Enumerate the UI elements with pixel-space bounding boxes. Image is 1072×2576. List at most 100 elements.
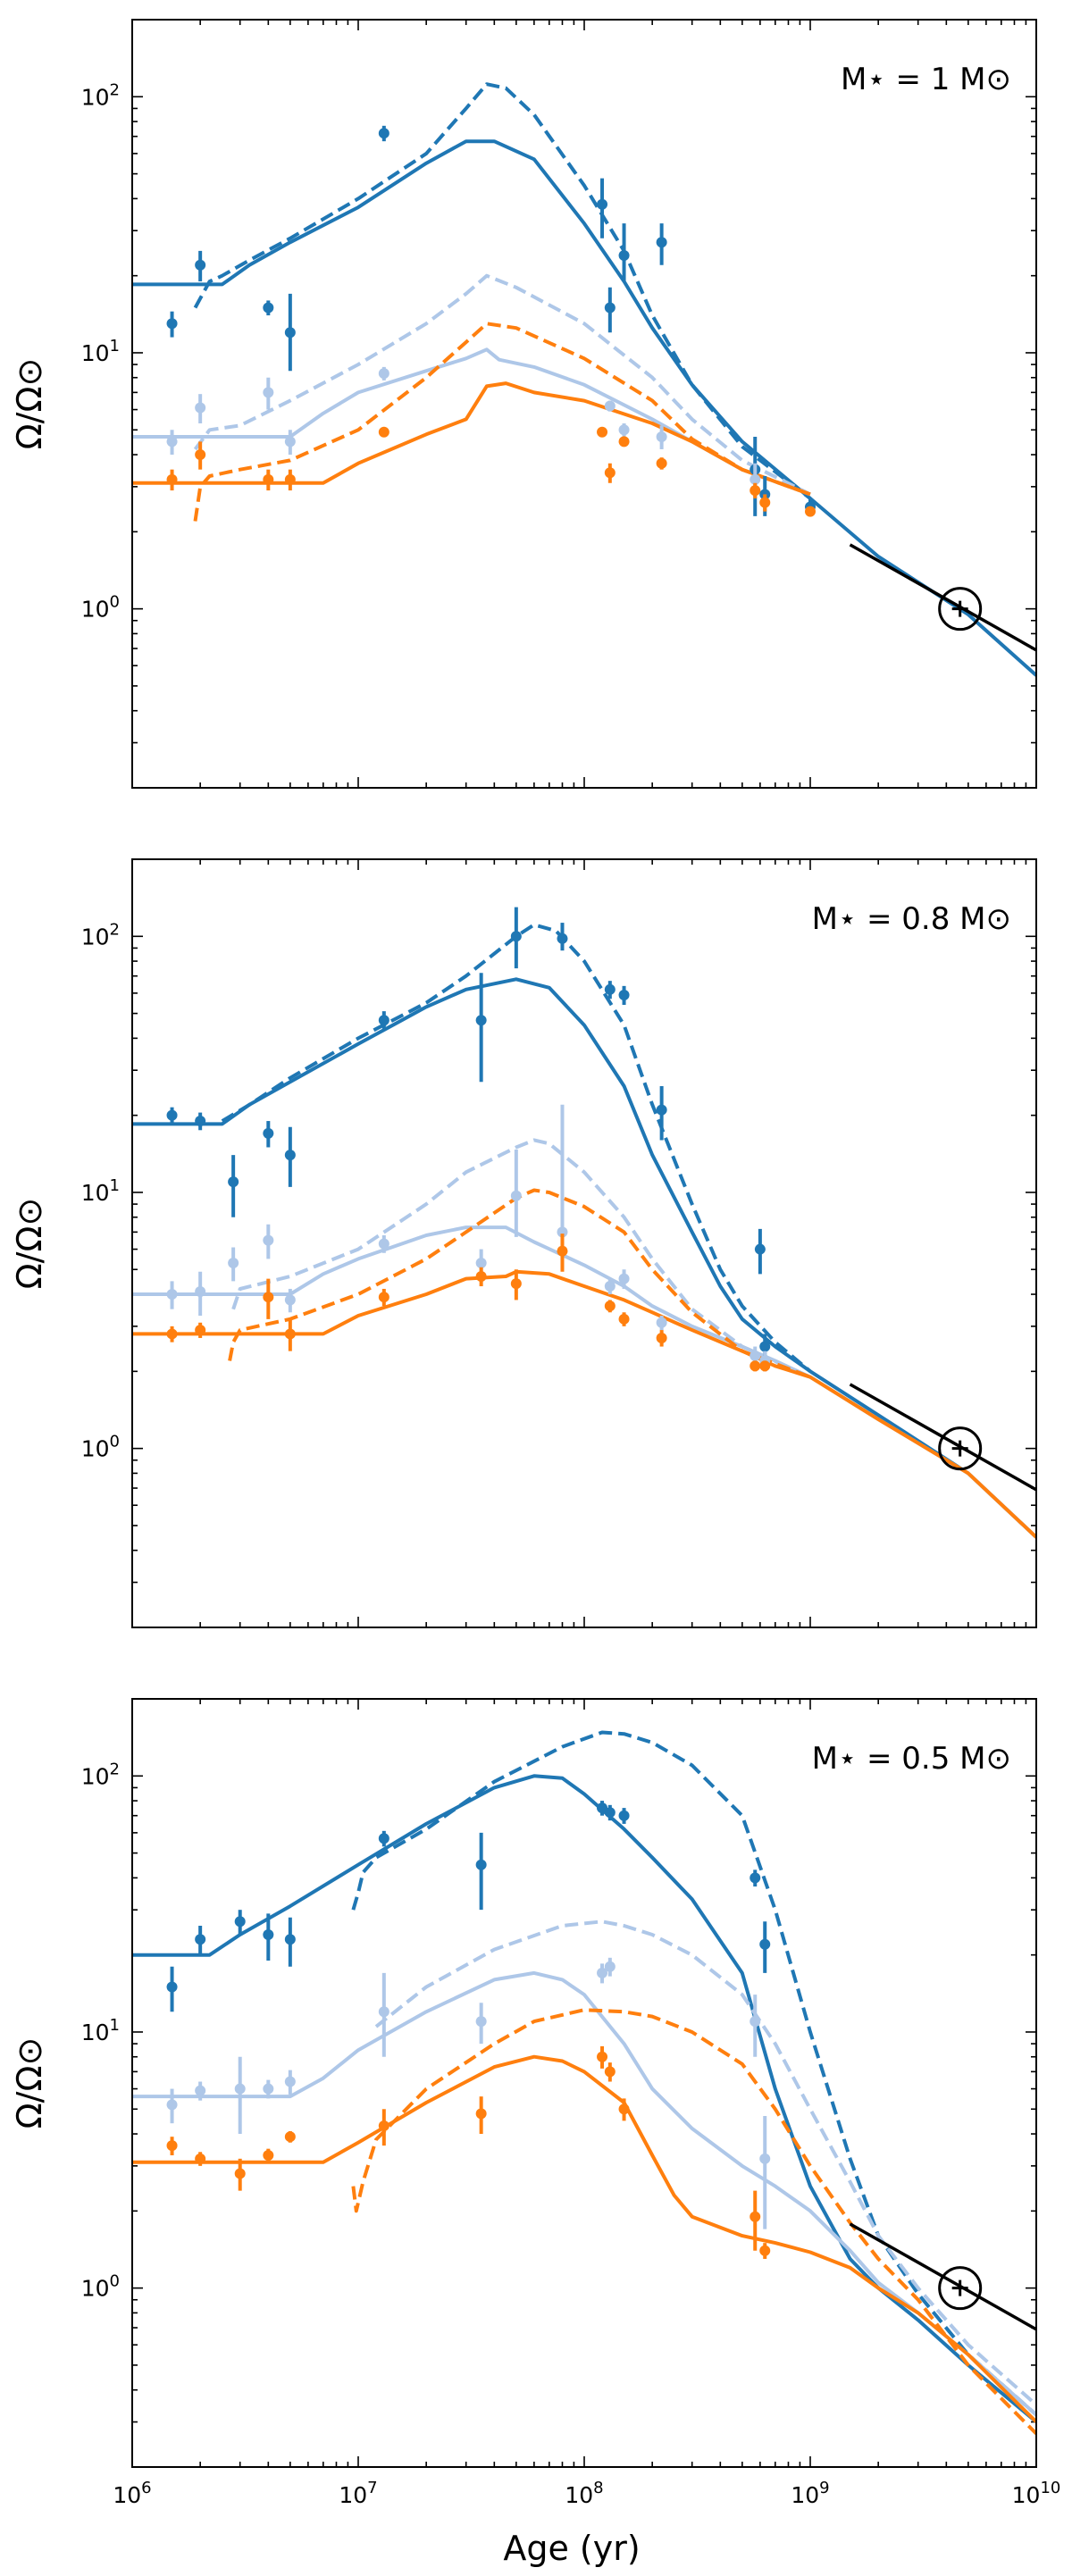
data-point [759,2153,771,2164]
data-point [195,259,206,271]
data-point [604,1301,616,1312]
data-point [604,1281,616,1292]
data-point [284,327,296,339]
y-axis-title: Ω/Ω⊙ [10,358,49,450]
data-point [195,2085,206,2096]
data-point [618,436,630,447]
data-point [656,431,667,442]
data-point [604,400,616,412]
data-point [378,2120,389,2132]
data-point [618,2103,630,2115]
data-point [750,485,761,497]
data-point [284,2131,296,2143]
data-point [656,457,667,469]
data-point [263,302,274,314]
series-line-fast-solid [132,139,1036,677]
plot-frame [131,858,1037,1628]
y-tick-label: 102 [81,1760,120,1789]
chart-panel: 100 101 102 Ω/Ω⊙ M⋆ = 0.8 M⊙ [10,858,1037,1628]
plot-frame [131,19,1037,789]
data-point [166,1981,178,1993]
data-point [604,302,616,314]
mass-annotation: M⋆ = 0.8 M⊙ [812,901,1011,937]
data-point [284,1934,296,1945]
data-point [284,1150,296,1161]
data-point [805,506,816,517]
data-point [604,2066,616,2078]
data-point [166,436,178,447]
chart-panel: 100 101 102 106 107 108 109 1010 Ω/Ω⊙ M⋆ = 0.5 M⊙ [10,1698,1060,2508]
mass-annotation: M⋆ = 1 M⊙ [841,62,1011,97]
data-point [557,1245,568,1257]
y-tick-label: 102 [81,80,120,110]
series-line-fast-dashed [351,1730,1036,2416]
data-point [597,2051,608,2062]
series-line-fast-solid [132,1774,1036,2424]
y-tick-label: 101 [81,1176,120,1206]
series-line-medium-solid [132,1225,1036,1539]
data-point [597,1967,608,1978]
data-point [195,1934,206,1945]
plot-area [132,82,1036,677]
data-point [618,1273,630,1284]
series-line-slow-dashed [228,1188,811,1379]
series-line-slow-solid [132,2054,1036,2423]
y-axis-title: Ω/Ω⊙ [10,1198,49,1290]
data-point [166,318,178,330]
data-point [618,424,630,436]
data-point [618,989,630,1000]
plot-area [132,907,1036,1539]
data-point [263,387,274,398]
data-point [166,2099,178,2111]
series-line-slow-solid [132,381,811,497]
data-point [754,1243,766,1255]
data-point [510,1278,522,1290]
data-point [510,1190,522,1201]
y-tick-label: 100 [81,1433,120,1462]
y-axis-title: Ω/Ω⊙ [10,2037,49,2129]
data-point [378,1238,389,1250]
data-point [234,2083,246,2095]
plot-area [132,1730,1036,2436]
data-point [475,1015,487,1026]
data-point [510,931,522,942]
data-point [750,1350,761,1361]
data-point [475,1258,487,1269]
data-point [597,1802,608,1814]
data-point [557,933,568,944]
series-line-slow-solid [132,1269,1036,1539]
mass-annotation: M⋆ = 0.5 M⊙ [812,1741,1011,1777]
data-point [284,473,296,485]
data-point [618,1313,630,1325]
data-point [284,1328,296,1340]
data-point [618,249,630,261]
data-point [263,1928,274,1940]
y-tick-label: 101 [81,337,120,366]
y-tick-label: 100 [81,2272,120,2302]
x-tick-label: 107 [339,2479,377,2508]
series-line-medium-dashed [231,1138,811,1379]
data-point [284,2076,296,2087]
data-point [228,1258,239,1269]
series-line-slow-dashed [351,2008,1036,2436]
data-point [750,2016,761,2028]
data-point [378,2006,389,2018]
data-point [263,473,274,485]
data-point [195,1325,206,1336]
data-point [604,983,616,995]
data-point [263,1127,274,1139]
data-point [284,436,296,447]
plot-frame [131,1698,1037,2468]
data-point [228,1176,239,1188]
data-point [557,1226,568,1238]
data-point [195,2153,206,2164]
sun-symbol [938,2266,983,2311]
data-point [759,1341,771,1352]
data-point [234,1916,246,1928]
data-point [656,1317,667,1328]
data-point [604,467,616,479]
data-point [195,1285,206,1297]
data-point [378,1833,389,1844]
data-point [378,426,389,438]
